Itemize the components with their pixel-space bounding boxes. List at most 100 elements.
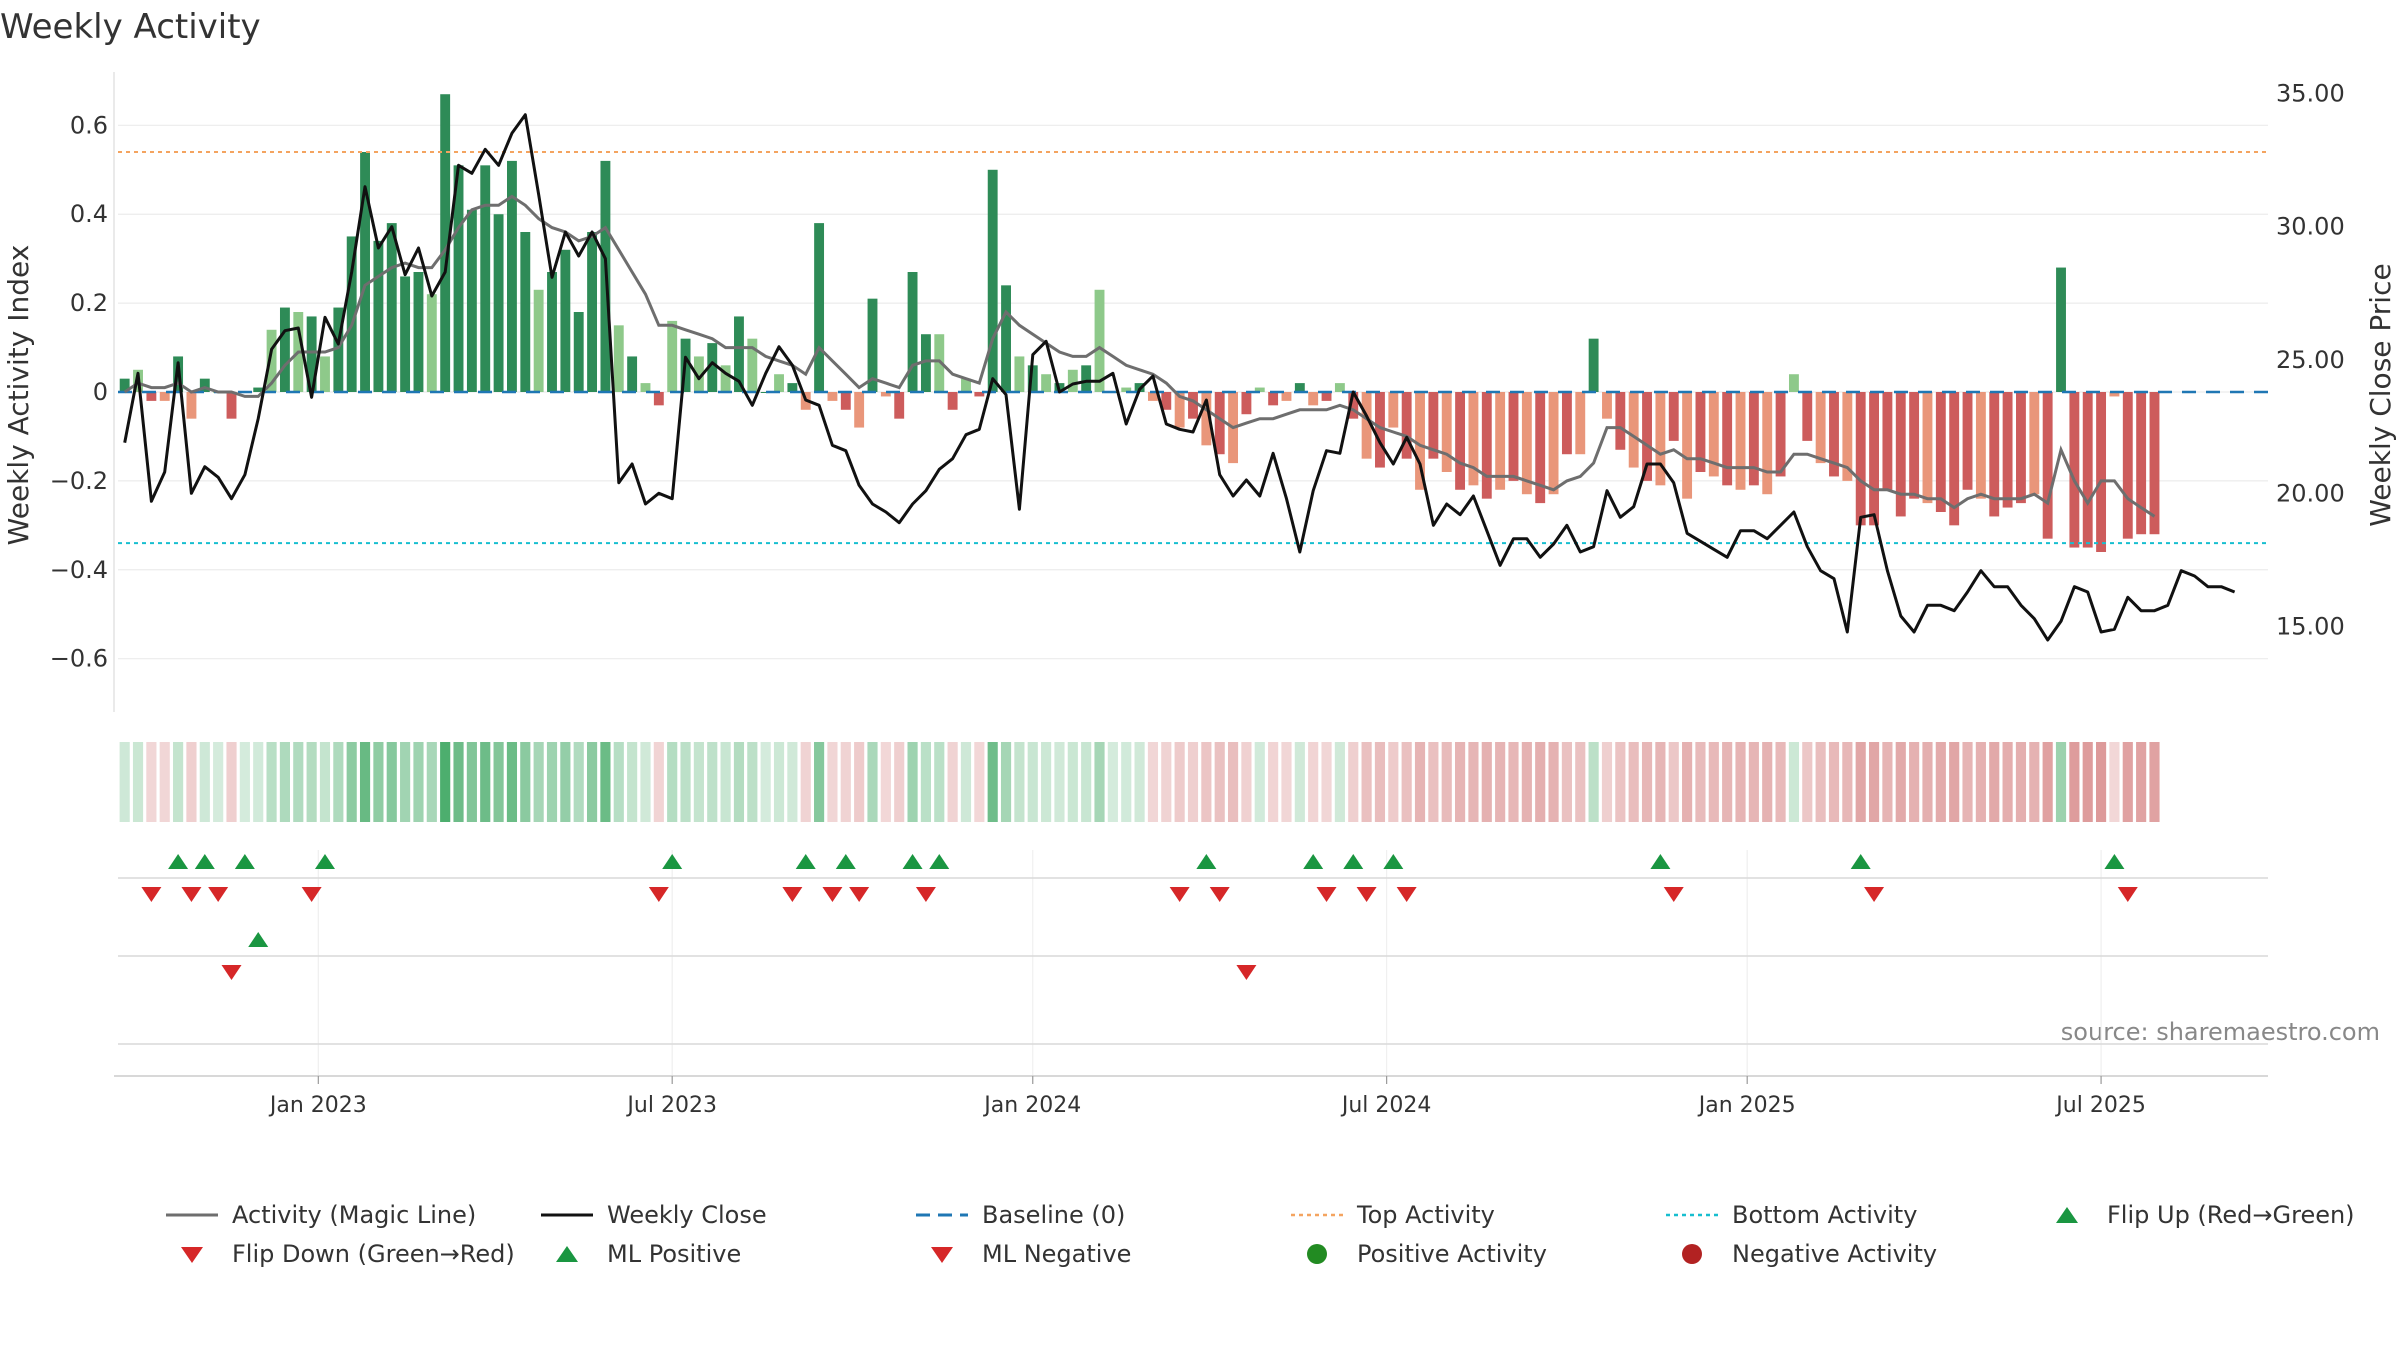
activity-strip-cell [279,742,290,822]
activity-bar [1815,392,1826,464]
activity-bar [1014,356,1025,392]
negative-activity-dot-icon [1682,1244,1702,1264]
activity-bar [693,356,704,392]
activity-bar [1388,392,1399,428]
activity-strip-cell [1882,742,1893,822]
activity-strip-cell [974,742,985,822]
activity-bar [1214,392,1225,455]
activity-bar [507,160,517,392]
activity-strip-cell [493,742,504,822]
activity-bar [320,356,330,392]
activity-strip-cell [1254,742,1265,822]
activity-strip-cell [667,742,678,822]
activity-strip-cell [760,742,771,822]
legend-swatch-magic-line [166,1213,218,1217]
legend-item-bottom-activity: Bottom Activity [1660,1200,2035,1230]
activity-strip-cell [1802,742,1813,822]
activity-bar [159,392,170,401]
activity-strip-cell [1775,742,1786,822]
activity-strip-cell [1054,742,1065,822]
activity-strip-cell [773,742,785,822]
activity-strip-cell [573,742,584,822]
activity-bar [1829,392,1839,477]
legend-item-weekly-close: Weekly Close [535,1200,910,1230]
legend-swatch-weekly-close [541,1213,593,1217]
activity-strip-cell [1521,742,1532,822]
activity-strip-cell [1655,742,1666,822]
activity-strip-cell [1334,742,1345,822]
flip-down-marker [301,887,322,902]
activity-strip-cell [2149,742,2160,822]
activity-bar [613,325,624,392]
activity-bar [2002,392,2013,508]
activity-bar [867,298,878,392]
activity-bar [1361,392,1372,459]
activity-bar [961,378,971,392]
flip-up-marker [234,854,255,869]
legend-item-negative-activity: Negative Activity [1660,1239,2035,1269]
activity-strip-cell [1975,742,1986,822]
activity-strip-cell [1214,742,1225,822]
flip-up-marker [194,854,215,869]
activity-strip-cell [1041,742,1052,822]
activity-bar [400,276,411,392]
activity-strip-cell [1121,742,1132,822]
axes: 0.6 0.4 0.2 0 −0.2 −0.4 −0.6 35.00 30.00 25.00 20.… [50,72,2345,1118]
activity-strip-cell [480,742,491,822]
flip-up-marker [1850,854,1871,869]
y-left-tick-label: 0.6 [70,111,108,139]
activity-bar [466,209,477,392]
y-right-tick-label: 25.00 [2276,346,2345,374]
activity-bar [1882,392,1893,490]
x-tick-label: Jul 2025 [2054,1093,2146,1118]
activity-bar [1334,383,1345,392]
legend-swatch-baseline [916,1213,968,1217]
activity-strip-cell [1348,742,1359,822]
flip-down-marker [2117,887,2138,902]
x-tick-label: Jan 2023 [268,1093,367,1118]
activity-strip-cell [293,742,304,822]
series-lines [118,113,2268,642]
activity-strip-cell [1548,742,1559,822]
activity-bar [840,392,851,410]
y-right-tick-label: 35.00 [2276,79,2345,107]
activity-bar [2149,392,2160,535]
activity-strip-cell [253,742,264,822]
activity-bar [373,240,384,392]
activity-strip-cell [1588,742,1599,822]
activity-bar [1401,392,1412,459]
activity-bar [1855,392,1866,526]
activity-strip-cell [159,742,170,822]
activity-bar [1708,392,1719,477]
activity-strip-cell [1842,742,1853,822]
activity-strip-cell [1935,742,1946,822]
activity-bar [413,272,424,392]
activity-strip-cell [987,742,998,822]
legend-item-flip-down: Flip Down (Green→Red) [160,1239,535,1269]
ml-positive-marker [248,932,269,947]
activity-strip-cell [2055,742,2067,822]
activity-bar [226,392,237,419]
activity-strip-cell [1855,742,1866,822]
activity-bar [1735,392,1746,490]
legend-swatch-top-activity [1291,1213,1343,1217]
activity-strip-cell [1762,742,1773,822]
activity-bar [1094,289,1105,392]
flip-down-marker [1316,887,1337,902]
activity-bar [560,249,571,392]
activity-strip-cell [934,742,945,822]
activity-bar [760,392,771,393]
activity-bar [1321,392,1332,401]
activity-bar [787,383,798,392]
activity-strip-cell [2042,742,2053,822]
legend-label: Flip Up (Red→Green) [2107,1201,2355,1229]
activity-bar [1121,387,1132,392]
activity-strip-cell [1722,742,1733,822]
activity-strip-cell [2015,742,2027,822]
activity-bar [627,356,638,392]
flip-down-marker [822,887,843,902]
activity-bar [907,272,918,392]
activity-bar [360,152,370,392]
activity-bar [1441,392,1452,472]
flip-down-marker [1356,887,1377,902]
